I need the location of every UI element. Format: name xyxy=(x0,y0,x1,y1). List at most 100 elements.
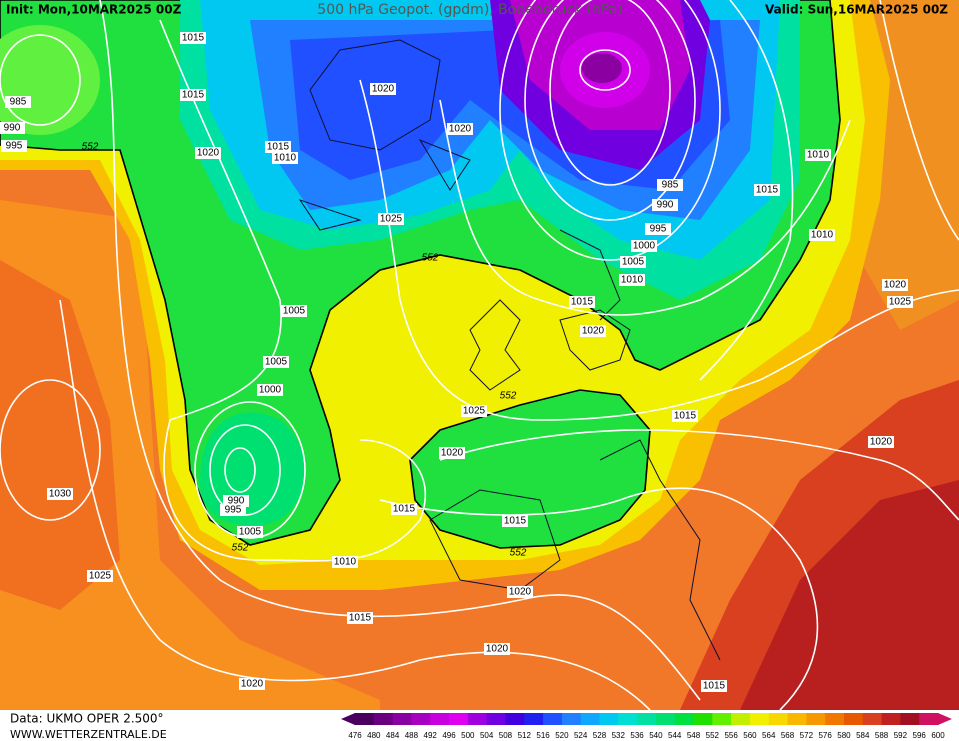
colorbar-label: 576 xyxy=(818,731,832,740)
colorbar-cell xyxy=(561,713,582,725)
isobar-labels: 1015 1015 985 990 995 1020 1015 1010 1020 1020 102… xyxy=(0,32,913,692)
colorbar-cell xyxy=(693,713,713,725)
isobar xyxy=(499,0,721,261)
label-box xyxy=(887,296,913,308)
isobar-label: 1005 xyxy=(265,357,288,368)
label-box xyxy=(672,410,698,422)
colorbar-label: 584 xyxy=(856,731,870,740)
colorbar-cell xyxy=(749,713,770,725)
isobar-label: 1015 xyxy=(182,33,205,44)
colorbar-cell xyxy=(618,713,638,725)
data-source: Data: UKMO OPER 2.500° xyxy=(10,712,164,726)
colorbar-label: 508 xyxy=(499,731,513,740)
label-box xyxy=(868,436,894,448)
label-box xyxy=(619,274,645,286)
colorbar-cell xyxy=(505,713,525,725)
colorbar-cell xyxy=(486,713,506,725)
colorbar-label: 596 xyxy=(913,731,927,740)
isobar-label: 1005 xyxy=(283,306,306,317)
colorbar-label: 572 xyxy=(800,731,814,740)
label-box xyxy=(502,515,528,527)
label-box xyxy=(237,526,263,538)
isobar-label: 1020 xyxy=(870,437,893,448)
contour-label: 552 xyxy=(510,548,527,559)
isobar-label: 1000 xyxy=(259,385,282,396)
isobar xyxy=(0,34,81,126)
colorbar-label: 528 xyxy=(593,731,607,740)
colorbar-cell xyxy=(712,713,732,725)
colorbar-label: 516 xyxy=(536,731,550,740)
isobar xyxy=(0,379,101,521)
region xyxy=(0,200,380,710)
label-box xyxy=(620,256,646,268)
colorbar-cell xyxy=(900,713,920,725)
isobar-label: 1020 xyxy=(509,587,532,598)
label-box xyxy=(645,223,671,235)
label-box xyxy=(580,325,606,337)
colorbar-label: 484 xyxy=(386,731,400,740)
label-box xyxy=(332,556,358,568)
isobar-label: 1015 xyxy=(267,142,290,153)
isobar-label: 995 xyxy=(225,505,242,516)
colorbar-cell xyxy=(843,713,864,725)
isobar-label: 1015 xyxy=(756,185,779,196)
colorbar-label: 476 xyxy=(348,731,362,740)
label-box xyxy=(272,152,298,164)
colorbar-cell xyxy=(355,713,375,725)
colorbar-label: 564 xyxy=(762,731,776,740)
isobar-label: 1010 xyxy=(807,150,830,161)
label-box xyxy=(220,504,246,516)
colorbar-cell xyxy=(674,713,695,725)
label-box xyxy=(87,570,113,582)
label-box xyxy=(347,612,373,624)
colorbar-cell xyxy=(806,713,826,725)
colorbar-label: 504 xyxy=(480,731,494,740)
region xyxy=(200,412,305,526)
colorbar-label: 540 xyxy=(649,731,663,740)
colorbar-cell xyxy=(524,713,544,725)
colorbar-label: 580 xyxy=(837,731,851,740)
isobar-label: 1025 xyxy=(889,297,912,308)
colorbar-cell xyxy=(467,713,488,725)
isobar-label: 1005 xyxy=(622,257,645,268)
isobar xyxy=(159,19,427,562)
colorbar-cell xyxy=(881,713,901,725)
isobar xyxy=(59,299,651,710)
label-box xyxy=(701,680,727,692)
label-box xyxy=(1,140,27,152)
isobar-label: 990 xyxy=(4,123,21,134)
coastline xyxy=(429,229,721,661)
label-box xyxy=(239,678,265,690)
isobar xyxy=(699,0,794,381)
isobar-label: 985 xyxy=(10,97,27,108)
label-box xyxy=(809,229,835,241)
isobar-label: 995 xyxy=(650,224,667,235)
colorbar-label: 500 xyxy=(461,731,475,740)
colorbar-cell xyxy=(731,713,751,725)
colorbar-label: 536 xyxy=(630,731,644,740)
label-box xyxy=(378,213,404,225)
colorbar-label: 520 xyxy=(555,731,569,740)
colorbar-cell xyxy=(655,713,676,725)
isobar-label: 1020 xyxy=(486,644,509,655)
label-box xyxy=(484,643,510,655)
isobar-label: 1015 xyxy=(504,516,527,527)
coastline xyxy=(298,39,471,231)
label-box xyxy=(370,83,396,95)
label-box xyxy=(180,32,206,44)
region xyxy=(582,53,622,83)
isobar-label: 1010 xyxy=(811,230,834,241)
colorbar-arrow xyxy=(341,713,355,725)
colorbar-cell xyxy=(919,713,939,725)
isobar-label: 1020 xyxy=(441,448,464,459)
label-box xyxy=(0,122,25,134)
colorbar-cell xyxy=(580,713,600,725)
isobar-label: 1015 xyxy=(571,297,594,308)
label-box xyxy=(461,405,487,417)
label-box xyxy=(47,488,73,500)
isobar xyxy=(439,99,851,316)
colorbar-cell xyxy=(787,713,807,725)
colorbar-cell xyxy=(768,713,789,725)
colorbar-label: 568 xyxy=(781,731,795,740)
isobar xyxy=(224,447,256,493)
